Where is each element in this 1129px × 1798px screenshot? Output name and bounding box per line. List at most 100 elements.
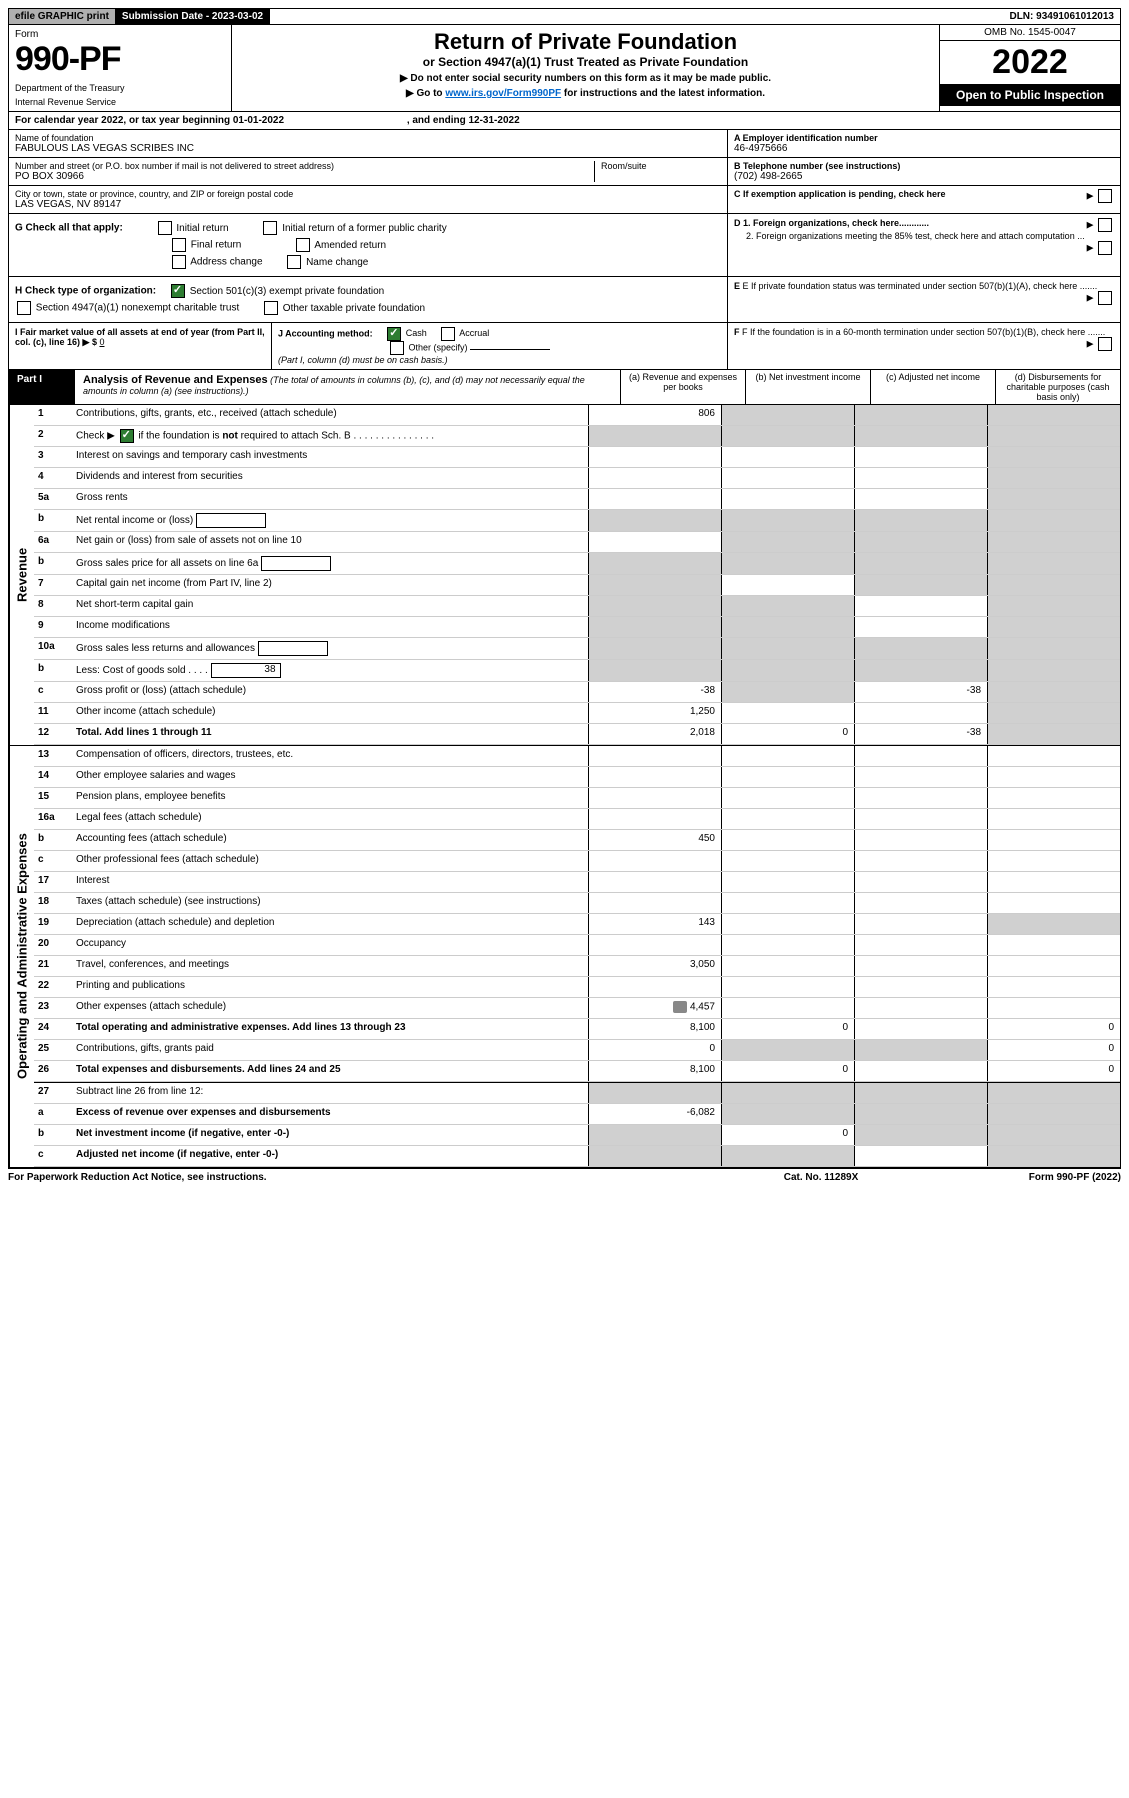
col-b-head: (b) Net investment income — [745, 370, 870, 404]
line-16a: Legal fees (attach schedule) — [72, 809, 588, 829]
g-name-checkbox[interactable] — [287, 255, 301, 269]
line-5a: Gross rents — [72, 489, 588, 509]
city-value: LAS VEGAS, NV 89147 — [15, 199, 721, 210]
form-footer-label: Form 990-PF (2022) — [921, 1172, 1121, 1183]
room-label: Room/suite — [601, 161, 721, 171]
g-label: G Check all that apply: — [15, 223, 123, 234]
line-20: Occupancy — [72, 935, 588, 955]
l25-a: 0 — [588, 1040, 721, 1060]
h-opt1: Section 501(c)(3) exempt private foundat… — [190, 286, 385, 297]
line-27b: Net investment income (if negative, ente… — [72, 1125, 588, 1145]
entity-name-row: Name of foundation FABULOUS LAS VEGAS SC… — [8, 130, 1121, 158]
section-ij: I Fair market value of all assets at end… — [8, 323, 1121, 370]
l25-d: 0 — [987, 1040, 1120, 1060]
form-id-block: Form 990-PF Department of the Treasury I… — [9, 25, 232, 111]
omb-number: OMB No. 1545-0047 — [940, 25, 1120, 41]
l24-d: 0 — [987, 1019, 1120, 1039]
irs-link[interactable]: www.irs.gov/Form990PF — [445, 88, 561, 99]
e-checkbox[interactable] — [1098, 291, 1112, 305]
year-block: OMB No. 1545-0047 2022 Open to Public In… — [939, 25, 1120, 111]
d2-checkbox[interactable] — [1098, 241, 1112, 255]
l10c-c: -38 — [854, 682, 987, 702]
h-label: H Check type of organization: — [15, 286, 156, 297]
line-14: Other employee salaries and wages — [72, 767, 588, 787]
line-24: Total operating and administrative expen… — [72, 1019, 588, 1039]
j-cash-checkbox[interactable] — [387, 327, 401, 341]
form-title: Return of Private Foundation — [242, 29, 929, 55]
part1-desc: Analysis of Revenue and Expenses (The to… — [75, 370, 620, 404]
g-amended-checkbox[interactable] — [296, 238, 310, 252]
g-initial-checkbox[interactable] — [158, 221, 172, 235]
j-label: J Accounting method: — [278, 328, 373, 338]
f-checkbox[interactable] — [1098, 337, 1112, 351]
l23-a: 4,457 — [588, 998, 721, 1018]
form-subtitle: or Section 4947(a)(1) Trust Treated as P… — [242, 55, 929, 69]
j-other: Other (specify) — [409, 342, 468, 352]
line-10c: Gross profit or (loss) (attach schedule) — [72, 682, 588, 702]
calendar-end: , and ending 12-31-2022 — [407, 115, 520, 126]
paperwork-notice: For Paperwork Reduction Act Notice, see … — [8, 1172, 721, 1183]
line-23: Other expenses (attach schedule) — [72, 998, 588, 1018]
line-6b: Gross sales price for all assets on line… — [72, 553, 588, 574]
line-15: Pension plans, employee benefits — [72, 788, 588, 808]
open-public-badge: Open to Public Inspection — [940, 84, 1120, 106]
note-pre: ▶ Go to — [406, 88, 445, 99]
g-initial-former-checkbox[interactable] — [263, 221, 277, 235]
e-label: E E If private foundation status was ter… — [734, 281, 1114, 291]
schedule-icon[interactable] — [673, 1001, 687, 1013]
l1-a: 806 — [588, 405, 721, 425]
c-checkbox[interactable] — [1098, 189, 1112, 203]
cat-number: Cat. No. 11289X — [721, 1172, 921, 1183]
g-address: Address change — [190, 257, 262, 268]
section-g-d: G Check all that apply: Initial return I… — [8, 214, 1121, 277]
efile-print-button[interactable]: efile GRAPHIC print — [9, 9, 116, 24]
line-26: Total expenses and disbursements. Add li… — [72, 1061, 588, 1081]
h-4947-checkbox[interactable] — [17, 301, 31, 315]
l27a-a: -6,082 — [588, 1104, 721, 1124]
line-10b: Less: Cost of goods sold . . . . 38 — [72, 660, 588, 681]
note-ssn: ▶ Do not enter social security numbers o… — [242, 73, 929, 84]
d1-checkbox[interactable] — [1098, 218, 1112, 232]
line-12: Total. Add lines 1 through 11 — [72, 724, 588, 744]
tax-year: 2022 — [940, 41, 1120, 84]
foundation-name: FABULOUS LAS VEGAS SCRIBES INC — [15, 143, 721, 154]
line-10a: Gross sales less returns and allowances — [72, 638, 588, 659]
col-a-head: (a) Revenue and expenses per books — [620, 370, 745, 404]
l21-a: 3,050 — [588, 956, 721, 976]
line-22: Printing and publications — [72, 977, 588, 997]
line-9: Income modifications — [72, 617, 588, 637]
form-number: 990-PF — [15, 40, 225, 79]
g-final: Final return — [191, 240, 242, 251]
g-name: Name change — [306, 257, 368, 268]
line-27c: Adjusted net income (if negative, enter … — [72, 1146, 588, 1166]
j-other-checkbox[interactable] — [390, 341, 404, 355]
g-address-checkbox[interactable] — [172, 255, 186, 269]
name-label: Name of foundation — [15, 133, 721, 143]
l2-checkbox[interactable] — [120, 429, 134, 443]
i-value: 0 — [99, 337, 104, 347]
l26-d: 0 — [987, 1061, 1120, 1081]
j-accrual-checkbox[interactable] — [441, 327, 455, 341]
line-3: Interest on savings and temporary cash i… — [72, 447, 588, 467]
h-501c3-checkbox[interactable] — [171, 284, 185, 298]
note-post: for instructions and the latest informat… — [561, 88, 765, 99]
h-other-checkbox[interactable] — [264, 301, 278, 315]
revenue-vert-label: Revenue — [9, 405, 34, 745]
line-13: Compensation of officers, directors, tru… — [72, 746, 588, 766]
g-amended: Amended return — [314, 240, 386, 251]
line-18: Taxes (attach schedule) (see instruction… — [72, 893, 588, 913]
l16b-a: 450 — [588, 830, 721, 850]
line-19: Depreciation (attach schedule) and deple… — [72, 914, 588, 934]
note-link: ▶ Go to www.irs.gov/Form990PF for instru… — [242, 88, 929, 99]
line-8: Net short-term capital gain — [72, 596, 588, 616]
l26-b: 0 — [721, 1061, 854, 1081]
line-4: Dividends and interest from securities — [72, 468, 588, 488]
form-header: Form 990-PF Department of the Treasury I… — [8, 25, 1121, 112]
form-word: Form — [15, 29, 225, 40]
section-h-e: H Check type of organization: Section 50… — [8, 277, 1121, 323]
f-label: F If the foundation is in a 60-month ter… — [742, 327, 1105, 337]
l11-a: 1,250 — [588, 703, 721, 723]
g-final-checkbox[interactable] — [172, 238, 186, 252]
l24-a: 8,100 — [588, 1019, 721, 1039]
phone-value: (702) 498-2665 — [734, 171, 1114, 182]
